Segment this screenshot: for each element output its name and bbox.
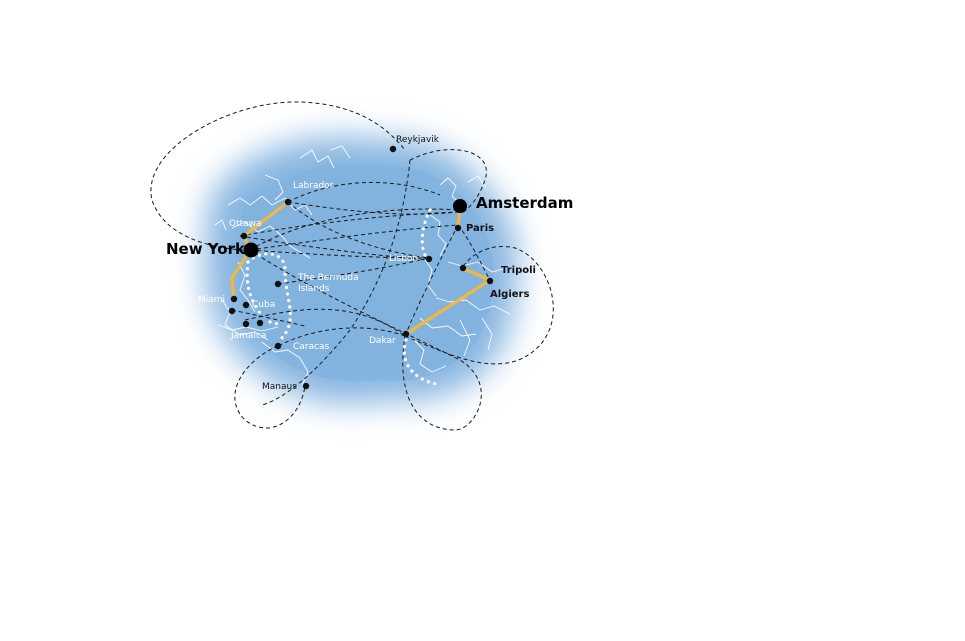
label-cuba: Cuba [252,300,275,310]
label-bermuda: The Bermuda Islands [297,273,361,294]
city-dot-algiers[interactable] [486,277,494,285]
city-dot-labrador[interactable] [284,198,292,206]
city-dot-key[interactable] [228,307,236,315]
label-new-york: New York [166,240,246,258]
label-amsterdam: Amsterdam [476,194,573,212]
city-labels: Reykjavik Labrador Ottawa New York Amste… [166,135,573,392]
city-dot-lisbon[interactable] [425,255,433,263]
label-jamaica: Jamaica [230,331,266,341]
city-dot-caracas[interactable] [274,342,282,350]
label-tripoli: Tripoli [501,265,536,276]
city-dot-cuba[interactable] [242,301,250,309]
coastlines [214,145,511,387]
label-paris: Paris [466,223,494,234]
label-ottawa: Ottawa [229,219,262,229]
city-dot-tripoli[interactable] [459,264,467,272]
ocean-core [237,163,494,382]
label-lisbon: Lisbon [389,254,418,264]
city-dot-reykjavik[interactable] [389,145,397,153]
city-dot-amsterdam[interactable] [453,199,467,213]
label-caracas: Caracas [293,342,329,352]
label-miami: Miami [198,295,225,305]
city-dot-jamaica[interactable] [242,320,250,328]
city-dot-paris[interactable] [454,224,462,232]
city-dot-ottawa[interactable] [240,232,248,240]
city-markers [228,145,494,390]
city-dot-caribbean[interactable] [256,319,264,327]
city-dot-manaus[interactable] [302,382,310,390]
label-labrador: Labrador [293,181,334,191]
city-dot-new-york[interactable] [243,242,259,258]
city-dot-miami[interactable] [230,295,238,303]
dashed-routes [150,101,554,431]
city-dot-dakar[interactable] [402,330,410,338]
label-manaus: Manaus [262,382,297,392]
label-algiers: Algiers [490,289,529,300]
city-dot-bermuda[interactable] [274,280,282,288]
label-reykjavik: Reykjavik [396,135,440,145]
dotted-routes [245,208,438,386]
label-dakar: Dakar [369,336,396,346]
